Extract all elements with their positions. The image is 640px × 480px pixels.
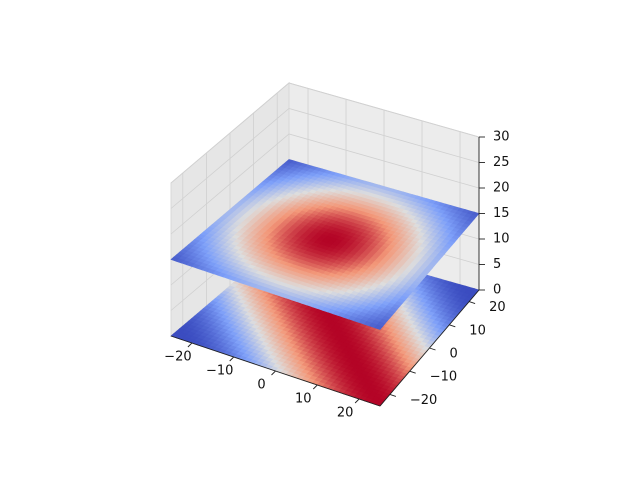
y-tick: [389, 393, 397, 397]
z-tick-label: 20: [493, 181, 510, 196]
y-tick: [468, 301, 476, 305]
y-tick-label: 0: [450, 347, 458, 362]
z-tick-label: 15: [493, 206, 510, 221]
y-tick: [449, 324, 456, 328]
y-tick-label: −10: [430, 370, 457, 385]
y-tick-label: 10: [469, 323, 486, 338]
z-gridline: [170, 82, 480, 184]
z-tick-label: 10: [493, 232, 510, 247]
z-gridline: [170, 108, 480, 209]
y-tick-label: −20: [410, 393, 437, 408]
x-tick: [354, 398, 360, 404]
upper-surface: [170, 159, 480, 330]
z-tick-label: 30: [493, 130, 510, 145]
x-tick-label: 10: [295, 392, 312, 407]
x-tick: [187, 342, 193, 348]
x-tick-label: 20: [337, 406, 354, 421]
x-tick-label: −10: [206, 364, 233, 379]
z-tick-label: 25: [493, 155, 510, 170]
z-tick-label: 0: [493, 283, 501, 298]
x-tick: [271, 370, 276, 376]
tick-marks: [187, 136, 485, 404]
y-tick: [429, 347, 436, 351]
y-tick: [409, 370, 416, 374]
x-tick: [229, 356, 235, 362]
x-tick: [312, 384, 318, 390]
x-tick-label: −20: [164, 350, 191, 365]
upper-surface-cell: [374, 324, 384, 330]
y-tick-label: 20: [489, 300, 506, 315]
z-gridline: [170, 133, 480, 235]
x-tick-label: 0: [257, 378, 265, 393]
z-tick-label: 5: [493, 257, 501, 272]
